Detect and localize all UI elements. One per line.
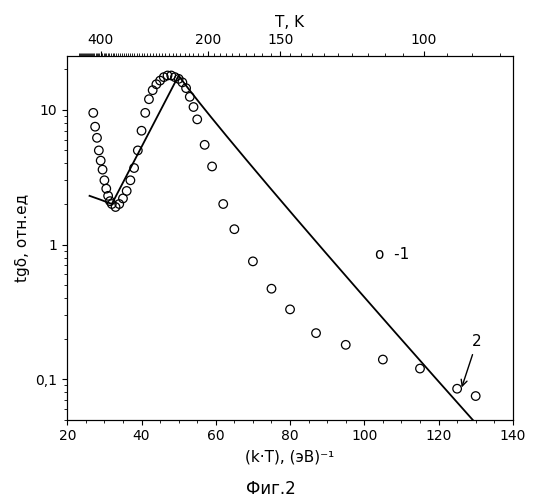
Point [100,176,109,184]
Point [453,385,461,393]
Point [89,109,97,117]
Point [122,187,131,195]
Point [141,109,149,117]
Point [98,166,107,174]
Point [93,134,101,142]
X-axis label: (k·T), (эB)⁻¹: (k·T), (эB)⁻¹ [246,449,335,464]
Point [144,95,153,103]
Point [108,200,116,208]
Point [126,176,135,184]
Point [137,127,146,135]
Point [267,285,276,293]
Point [134,146,142,154]
Point [186,93,194,101]
X-axis label: T, K: T, K [275,15,305,30]
Point [163,71,172,79]
Point [111,203,120,211]
Point [102,185,110,193]
Text: Фиг.2: Фиг.2 [246,480,295,498]
Point [174,75,183,83]
Point [219,200,228,208]
Point [170,73,179,81]
Point [189,103,198,111]
Y-axis label: tgδ, отн.ед: tgδ, отн.ед [15,194,30,282]
Point [341,341,350,349]
Point [105,197,114,205]
Point [160,73,168,81]
Point [379,356,387,364]
Point [248,257,257,265]
Point [148,86,157,94]
Point [193,115,202,123]
Point [415,365,424,373]
Point [130,164,138,172]
Point [230,225,239,233]
Text: 2: 2 [461,334,481,386]
Point [167,71,176,79]
Point [96,157,105,165]
Point [91,123,100,131]
Point [208,163,216,171]
Point [286,305,294,313]
Point [156,76,164,84]
Point [95,146,103,154]
Point [182,84,190,92]
Point [104,192,113,200]
Point [200,141,209,149]
Point [115,200,123,208]
Point [152,80,161,88]
Text: o  -1: o -1 [375,247,410,261]
Point [312,329,320,337]
Point [118,195,127,203]
Point [471,392,480,400]
Point [178,78,187,86]
